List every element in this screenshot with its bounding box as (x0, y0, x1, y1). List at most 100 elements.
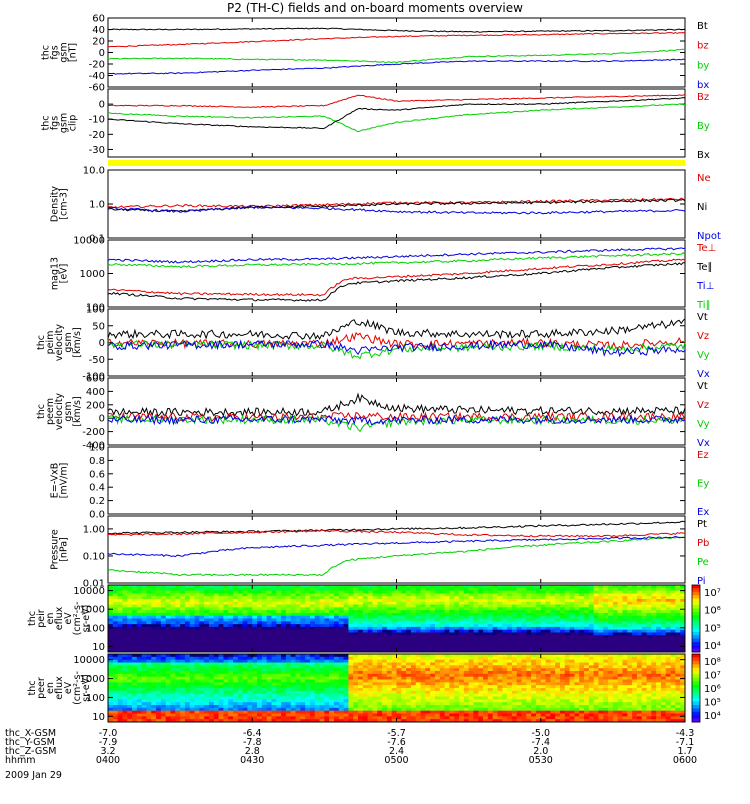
legend-entry: Vz (697, 400, 709, 411)
legend-entry: Ni (697, 202, 707, 213)
y-axis-label: [nT] (68, 43, 79, 62)
y-tick-label: 10000 (73, 236, 105, 247)
ephemeris-row-label: hhmm (5, 755, 36, 766)
series-line-Pi (108, 536, 685, 556)
y-tick-label: -60 (89, 83, 105, 94)
y-tick-label: 0 (99, 338, 105, 349)
y-tick-label: 10 (92, 712, 105, 723)
y-axis-label: [cm-3] (59, 188, 70, 219)
legend-entry: Vx (697, 369, 710, 380)
y-tick-label: 0 (99, 414, 105, 425)
legend-entry: Npot (697, 231, 721, 242)
y-tick-label: 1000 (80, 269, 105, 280)
spectrogram-10 (108, 654, 685, 722)
legend-entry: by (697, 60, 709, 71)
y-tick-label: -20 (89, 60, 105, 71)
legend-entry: Bt (697, 21, 708, 32)
y-axis-label: [km/s] (72, 327, 83, 357)
panel-10: 10⁸10⁷10⁶10⁵10⁴10000100010010thcpeerenef… (27, 654, 721, 723)
series-line-bx (108, 59, 685, 74)
y-axis-label: [km/s] (72, 396, 83, 426)
y-axis-label: clip (68, 115, 79, 132)
y-tick-label: 0.2 (89, 496, 105, 507)
series-line-Vt (108, 394, 685, 416)
y-tick-label: 400 (86, 387, 105, 398)
panel-frame (108, 240, 685, 307)
legend-entry: Ez (697, 450, 709, 461)
y-tick-label: 0 (99, 48, 105, 59)
colorbar-tick-label: 10⁵ (704, 623, 721, 634)
y-tick-label: -50 (89, 355, 105, 366)
legend-entry: Ex (697, 507, 709, 518)
y-tick-label: 0.6 (89, 469, 105, 480)
series-line-bz (108, 33, 685, 47)
y-tick-label: -40 (89, 71, 105, 82)
y-tick-label: 10000 (73, 586, 105, 597)
legend-entry: Ey (697, 479, 709, 490)
y-tick-label: -20 (89, 130, 105, 141)
spectrogram-9 (108, 585, 685, 652)
series-line-by (108, 49, 685, 62)
y-tick-label: 0.8 (89, 456, 105, 467)
series-line-Bt (108, 28, 685, 32)
series-line-Ne (108, 198, 685, 208)
legend-entry: Vy (697, 419, 710, 430)
series-line-By (108, 104, 685, 132)
colorbar-tick-label: 10⁶ (704, 684, 721, 695)
legend-entry: Te∥ (696, 262, 713, 273)
panel-frame (108, 516, 685, 583)
colorbar-tick-label: 10⁷ (704, 588, 721, 599)
y-tick-label: 200 (86, 400, 105, 411)
y-tick-label: 1.00 (83, 524, 105, 535)
y-axis-label: [mV/m] (59, 463, 70, 499)
y-axis-label: sr-eV) (81, 605, 92, 633)
legend-entry: Pe (697, 557, 709, 568)
y-axis-label: [eV] (59, 264, 70, 284)
plot-title: P2 (TH-C) fields and on-board moments ov… (227, 1, 523, 15)
legend-entry: Pt (697, 519, 707, 530)
y-tick-label: 10.0 (83, 166, 105, 177)
y-tick-label: 0.4 (89, 483, 105, 494)
legend-entry: bx (697, 80, 709, 91)
ephemeris-value: 0430 (240, 755, 264, 766)
panel-frame (108, 18, 685, 87)
y-tick-label: 0 (99, 100, 105, 111)
legend-entry: Vt (697, 381, 708, 392)
legend-entry: Vx (697, 438, 710, 449)
y-tick-label: 100 (86, 305, 105, 316)
y-tick-label: 0.10 (83, 551, 105, 562)
legend-entry: Vz (697, 331, 709, 342)
panel-frame (108, 89, 685, 157)
colorbar-tick-label: 10⁸ (704, 657, 721, 668)
series-line-Te⊥ (108, 259, 685, 296)
colorbar-tick-label: 10⁴ (704, 711, 721, 722)
y-tick-label: 10 (92, 642, 105, 653)
ephemeris-value: 0600 (673, 755, 697, 766)
y-tick-label: 600 (86, 374, 105, 385)
y-axis-label: sr-eV) (81, 674, 92, 702)
ephemeris-value: 0400 (96, 755, 120, 766)
series-line-Vt (108, 319, 685, 339)
date-label: 2009 Jan 29 (5, 770, 62, 781)
series-line-Pb (108, 530, 685, 537)
y-tick-label: 10000 (73, 655, 105, 666)
yellow-gap-bar (108, 160, 685, 166)
legend-entry: Vt (697, 312, 708, 323)
y-tick-label: 20 (92, 37, 105, 48)
series-line-Bx (108, 98, 685, 129)
y-tick-label: -30 (89, 145, 105, 156)
y-tick-label: -200 (82, 427, 105, 438)
legend-entry: Ti⊥ (696, 281, 714, 292)
y-tick-label: 40 (92, 25, 105, 36)
panel-frame (108, 447, 685, 514)
legend-entry: By (697, 121, 710, 132)
footer-ephemeris: thc_X-GSM-7.0-6.4-5.7-5.0-4.3thc_Y-GSM-7… (5, 728, 697, 781)
legend-entry: Bz (697, 92, 709, 103)
series-line-Npot (108, 207, 685, 214)
panel-5: 100500-50-100thcpeimvelocitygsm[km/s]VtV… (36, 305, 710, 383)
